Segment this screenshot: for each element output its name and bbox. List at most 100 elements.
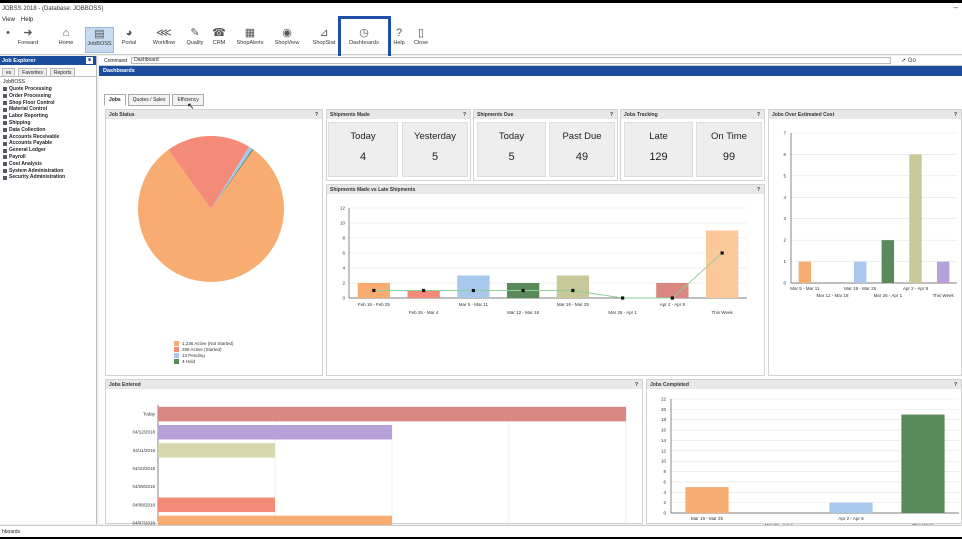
bar — [901, 414, 945, 513]
explorer-header: Job Explorer ■ — [0, 56, 96, 65]
portal-button[interactable]: ◕ Portal — [117, 27, 141, 53]
forward-icon: ➜ — [23, 27, 33, 39]
help-icon[interactable]: ? — [756, 186, 760, 193]
help-icon[interactable]: ? — [634, 381, 638, 388]
y-tick-label: 14 — [661, 438, 667, 443]
job-status-title: Job Status — [109, 111, 135, 118]
tree-item[interactable]: Accounts Receivable — [0, 134, 96, 141]
y-tick-label: 10 — [661, 459, 667, 464]
dashboard-tabs: Jobs Quotes / Sales Efficiency — [104, 94, 204, 106]
tree-item[interactable]: Cost Analysis — [0, 161, 96, 168]
tree-item[interactable]: Shop Floor Control — [0, 100, 96, 107]
tree-item-label: Accounts Receivable — [9, 133, 60, 140]
bar — [158, 443, 275, 458]
go-arrow-icon[interactable]: ➚ Go — [901, 58, 916, 64]
folder-icon — [3, 121, 7, 126]
main-toolbar: • ➜ Forward ⌂ Home ▤ JobBOSS ◕ Portal ⋘ Workf… — [0, 25, 962, 55]
tree-item[interactable]: General Ledger — [0, 147, 96, 154]
tab-quotes-sales[interactable]: Quotes / Sales — [127, 94, 171, 106]
jobs-completed-panel: Jobs Completed? 0 2 4 6 8 10 12 14 16 18 20 22 Mar 1… — [646, 379, 962, 528]
tree-item-label: Accounts Payable — [9, 140, 53, 147]
folder-icon — [3, 114, 7, 119]
stat-label: Today — [350, 131, 376, 142]
y-tick-label: 6 — [783, 152, 786, 157]
workflow-button[interactable]: ⋘ Workflow — [148, 27, 180, 53]
line-point — [372, 288, 376, 293]
tree-item[interactable]: Order Processing — [0, 93, 96, 100]
line-point — [621, 296, 625, 300]
help-button[interactable]: ? Help — [390, 27, 408, 53]
tree-item[interactable]: Accounts Payable — [0, 140, 96, 147]
legend-label: 4 Hold — [182, 358, 196, 364]
help-icon[interactable]: ? — [462, 111, 466, 118]
shopstat-button[interactable]: ⊿ ShopStat — [309, 27, 339, 53]
help-icon[interactable]: ? — [953, 111, 957, 118]
panel-title: Jobs Over Estimated Cost? — [769, 110, 961, 119]
tab-jobs[interactable]: Jobs — [104, 94, 126, 106]
quality-label: Quality — [186, 40, 204, 46]
stat-label: On Time — [711, 131, 747, 142]
jobs-completed-title: Jobs Completed — [650, 381, 689, 388]
tab-reports[interactable]: Reports — [49, 68, 76, 76]
close-icon[interactable]: ■ — [86, 57, 93, 64]
tree-item[interactable]: Quote Processing — [0, 86, 96, 93]
help-icon[interactable]: ? — [953, 381, 957, 388]
tree-item[interactable]: Shipping — [0, 120, 96, 127]
forward-button[interactable]: ➜ Forward — [14, 27, 42, 53]
tree-item[interactable]: System Administration — [0, 168, 96, 175]
x-tick-label: Mar 12 - Mar 18 — [816, 293, 849, 298]
line-point — [422, 288, 426, 293]
tree-item[interactable]: Labor Reporting — [0, 113, 96, 120]
home-button[interactable]: ⌂ Home — [55, 27, 77, 53]
stat-label: Yesterday — [414, 131, 456, 142]
command-input[interactable]: Dashboard — [131, 57, 892, 64]
quality-icon: ✎ — [190, 27, 200, 39]
y-tick-label: 04/12/2018 — [132, 430, 155, 435]
menu-view[interactable]: View — [2, 17, 15, 23]
stat-value: 99 — [722, 151, 736, 163]
forward-label: Forward — [17, 40, 39, 46]
help-icon[interactable]: ? — [756, 111, 760, 118]
legend-item: 1,236 Active (Not Started) — [174, 340, 234, 346]
crm-button[interactable]: ☎ CRM — [209, 27, 229, 53]
stat-value: 129 — [649, 151, 668, 163]
jobboss-button[interactable]: ▤ JobBOSS — [85, 27, 114, 53]
workflow-icon: ⋘ — [156, 27, 172, 39]
legend-label: 13 Pending — [182, 352, 205, 358]
quality-button[interactable]: ✎ Quality — [183, 27, 207, 53]
panel-title: Shipments Made? — [327, 110, 470, 119]
back-button[interactable]: • — [2, 27, 14, 53]
shopview-button[interactable]: ◉ ShopView — [271, 27, 303, 53]
y-tick-label: 10 — [340, 221, 346, 226]
y-tick-label: 8 — [342, 236, 345, 241]
over-cost-chart: 0 1 2 3 4 5 6 7 Mar 5 - Mar 11 Mar 12 - Mar 18 Mar… — [783, 131, 957, 298]
shopalerts-button[interactable]: ▦ ShopAlerts — [232, 27, 268, 53]
tree-item[interactable]: Payroll — [0, 154, 96, 161]
close-button[interactable]: ▯ Close — [411, 27, 431, 53]
stat-today: Today 5 — [477, 122, 546, 177]
menu-help[interactable]: Help — [20, 17, 34, 23]
job-status-panel: Job Status? 1,236 Active (Not Started) 2… — [105, 109, 323, 376]
minimize-button[interactable]: – — [953, 3, 958, 12]
dashboards-button[interactable]: ◷ Dashboards — [344, 27, 384, 53]
help-icon[interactable]: ? — [314, 111, 318, 118]
explorer-tabs: es Favorites Reports — [0, 65, 96, 77]
y-tick-label: 4 — [342, 266, 345, 271]
tab-es[interactable]: es — [2, 68, 16, 76]
bar — [881, 240, 895, 283]
tab-efficiency[interactable]: Efficiency — [172, 94, 204, 106]
stat-past-due: Past Due 49 — [549, 122, 615, 177]
stat-value: 5 — [508, 151, 515, 163]
help-icon[interactable]: ? — [609, 111, 613, 118]
tab-favorites[interactable]: Favorites — [18, 68, 47, 76]
folder-icon — [3, 175, 7, 180]
tree-item[interactable]: Material Control — [0, 106, 96, 113]
folder-icon — [3, 168, 7, 173]
window-title: JOBSS 2018 - (Database: JOBBOSS) — [2, 6, 104, 12]
tree-item[interactable]: Security Administration — [0, 174, 96, 181]
y-tick-label: 6 — [663, 479, 666, 484]
tree-item[interactable]: Data Collection — [0, 127, 96, 134]
tree-root[interactable]: JobBOSS — [3, 79, 25, 85]
line-point — [521, 288, 525, 293]
stat-value: 49 — [575, 151, 589, 163]
